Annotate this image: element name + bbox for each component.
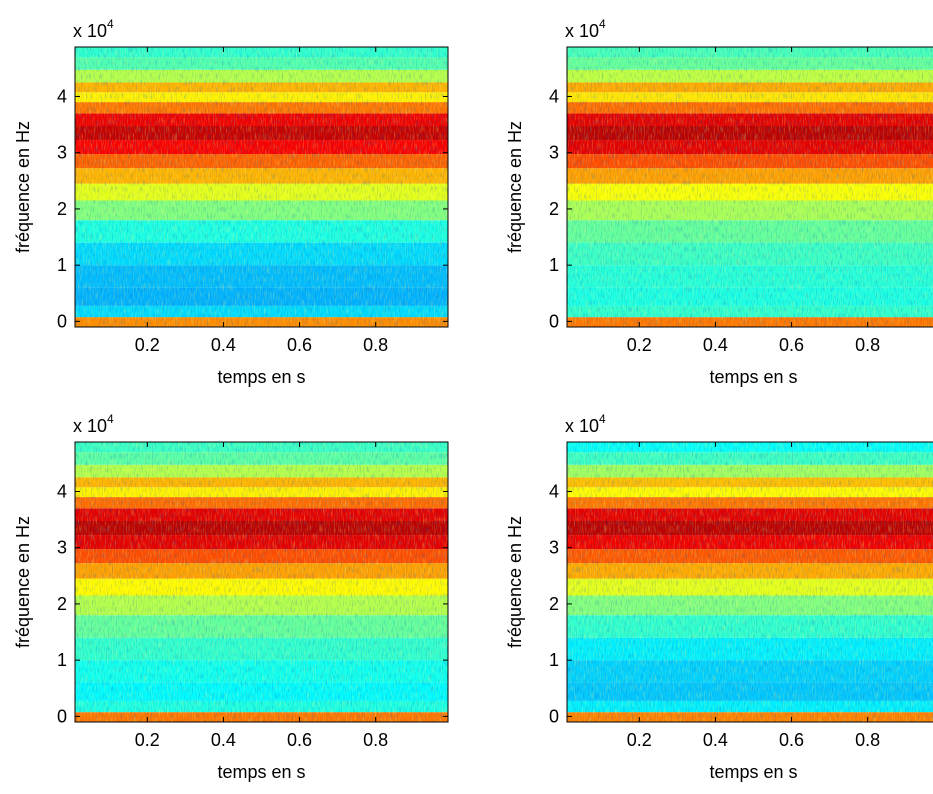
- y-tick-label: 1: [57, 650, 67, 670]
- y-tick-label: 3: [549, 538, 559, 558]
- texture: [567, 47, 933, 327]
- y-tick-label: 0: [57, 311, 67, 331]
- y-tick-label: 3: [549, 143, 559, 163]
- x-tick-label: 0.6: [287, 335, 312, 355]
- y-tick-label: 2: [549, 199, 559, 219]
- x-axis-label: temps en s: [217, 762, 305, 782]
- y-axis-label: fréquence en Hz: [13, 516, 33, 648]
- x-tick-label: 0.2: [627, 335, 652, 355]
- x-axis-label: temps en s: [709, 367, 797, 387]
- y-tick-label: 0: [549, 706, 559, 726]
- y-multiplier: x 104: [73, 412, 114, 436]
- x-tick-label: 0.8: [363, 730, 388, 750]
- x-tick-label: 0.8: [363, 335, 388, 355]
- x-tick-label: 0.6: [779, 335, 804, 355]
- y-tick-label: 1: [549, 650, 559, 670]
- y-tick-label: 4: [57, 481, 67, 501]
- x-tick-label: 0.2: [627, 730, 652, 750]
- axes-frame: [74, 441, 449, 723]
- y-axis-label: fréquence en Hz: [505, 516, 525, 648]
- y-tick-label: 2: [57, 594, 67, 614]
- y-tick-label: 1: [549, 255, 559, 275]
- y-multiplier-base: x 10: [73, 21, 107, 41]
- x-tick-label: 0.8: [855, 335, 880, 355]
- axes-frame: [566, 441, 933, 723]
- y-tick-label: 0: [549, 311, 559, 331]
- x-tick-label: 0.2: [135, 335, 160, 355]
- y-tick-label: 3: [57, 538, 67, 558]
- plot-area: [567, 47, 933, 327]
- texture: [75, 47, 448, 327]
- y-multiplier: x 104: [73, 17, 114, 41]
- y-axis-label: fréquence en Hz: [13, 121, 33, 253]
- x-axis-label: temps en s: [217, 367, 305, 387]
- y-tick-label: 4: [57, 86, 67, 106]
- x-tick-label: 0.6: [287, 730, 312, 750]
- y-multiplier-base: x 10: [565, 21, 599, 41]
- x-tick-label: 0.4: [211, 335, 236, 355]
- texture: [75, 442, 448, 722]
- y-multiplier-exponent: 4: [107, 17, 114, 31]
- x-tick-label: 0.4: [211, 730, 236, 750]
- y-multiplier-exponent: 4: [599, 412, 606, 426]
- x-tick-label: 0.4: [703, 335, 728, 355]
- y-tick-label: 4: [549, 86, 559, 106]
- y-multiplier-exponent: 4: [107, 412, 114, 426]
- y-tick-label: 2: [57, 199, 67, 219]
- plot-area: [567, 442, 933, 722]
- y-multiplier: x 104: [565, 17, 606, 41]
- y-tick-label: 0: [57, 706, 67, 726]
- x-tick-label: 0.2: [135, 730, 160, 750]
- y-tick-label: 1: [57, 255, 67, 275]
- y-multiplier: x 104: [565, 412, 606, 436]
- x-tick-label: 0.4: [703, 730, 728, 750]
- plot-area: [75, 47, 448, 327]
- y-multiplier-exponent: 4: [599, 17, 606, 31]
- texture: [567, 442, 933, 722]
- axes-frame: [566, 46, 933, 328]
- y-tick-label: 2: [549, 594, 559, 614]
- x-tick-label: 0.8: [855, 730, 880, 750]
- axes-frame: [74, 46, 449, 328]
- y-multiplier-base: x 10: [565, 416, 599, 436]
- x-tick-label: 0.6: [779, 730, 804, 750]
- y-tick-label: 3: [57, 143, 67, 163]
- y-tick-label: 4: [549, 481, 559, 501]
- plot-area: [75, 442, 448, 722]
- x-axis-label: temps en s: [709, 762, 797, 782]
- y-axis-label: fréquence en Hz: [505, 121, 525, 253]
- y-multiplier-base: x 10: [73, 416, 107, 436]
